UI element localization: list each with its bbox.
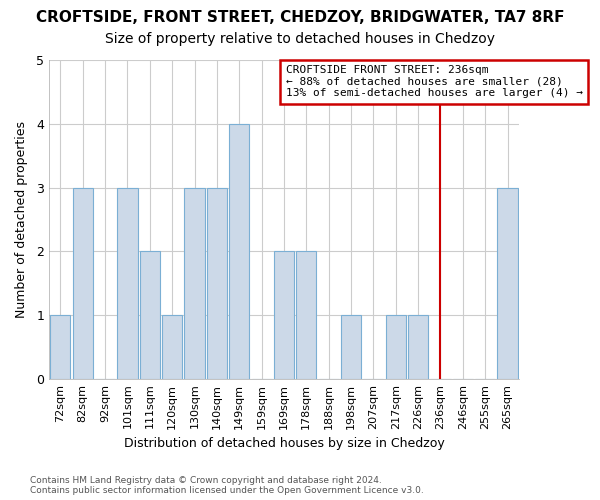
Y-axis label: Number of detached properties: Number of detached properties	[15, 121, 28, 318]
Bar	[207, 188, 227, 379]
Bar	[386, 315, 406, 379]
Bar	[274, 252, 294, 379]
Bar	[408, 315, 428, 379]
Bar	[73, 188, 93, 379]
Text: Contains HM Land Registry data © Crown copyright and database right 2024.
Contai: Contains HM Land Registry data © Crown c…	[30, 476, 424, 495]
Bar	[162, 315, 182, 379]
Text: CROFTSIDE FRONT STREET: 236sqm
← 88% of detached houses are smaller (28)
13% of : CROFTSIDE FRONT STREET: 236sqm ← 88% of …	[286, 65, 583, 98]
Bar	[118, 188, 137, 379]
Bar	[50, 315, 70, 379]
Text: Size of property relative to detached houses in Chedzoy: Size of property relative to detached ho…	[105, 32, 495, 46]
Bar	[296, 252, 316, 379]
Bar	[184, 188, 205, 379]
X-axis label: Distribution of detached houses by size in Chedzoy: Distribution of detached houses by size …	[124, 437, 445, 450]
Bar	[341, 315, 361, 379]
Bar	[229, 124, 250, 379]
Bar	[140, 252, 160, 379]
Text: CROFTSIDE, FRONT STREET, CHEDZOY, BRIDGWATER, TA7 8RF: CROFTSIDE, FRONT STREET, CHEDZOY, BRIDGW…	[36, 10, 564, 25]
Bar	[497, 188, 518, 379]
